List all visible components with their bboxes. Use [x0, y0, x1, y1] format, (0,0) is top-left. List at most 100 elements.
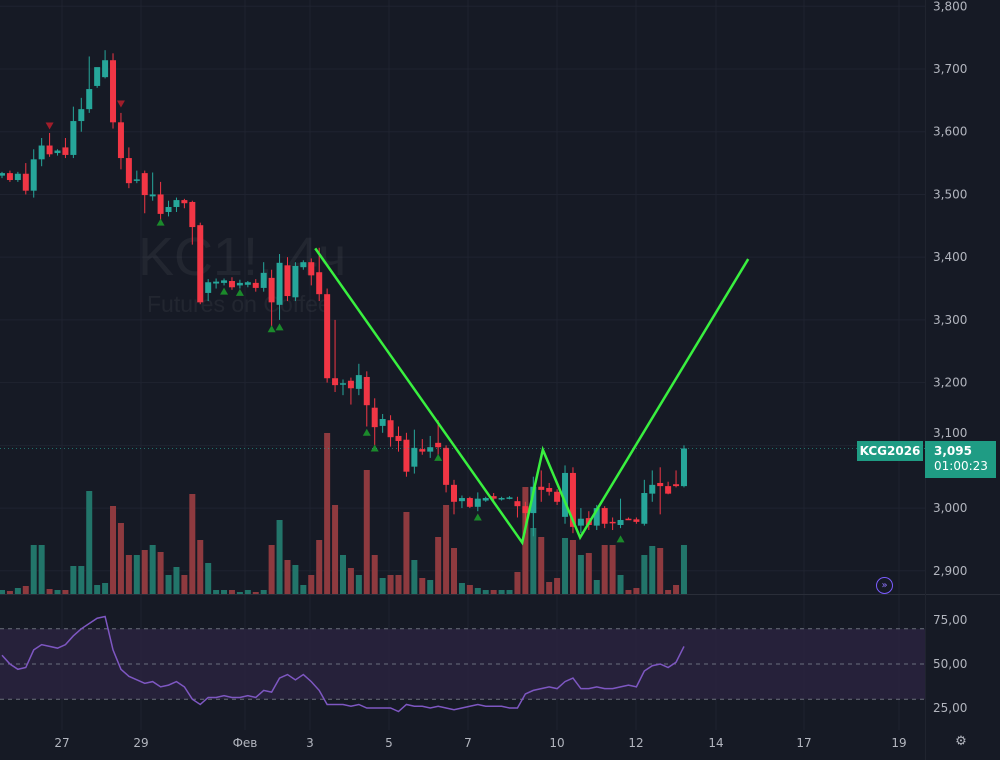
volume-bar: [657, 548, 664, 594]
last-price-badge: 3,095 01:00:23: [925, 441, 996, 478]
volume-bar: [308, 575, 315, 594]
candle-body: [538, 486, 545, 490]
candle-body: [308, 262, 315, 276]
last-price: 3,095: [934, 444, 972, 458]
volume-bar: [292, 565, 299, 594]
volume-bar: [411, 560, 418, 594]
candle-body: [213, 281, 220, 284]
volume-bar: [110, 506, 117, 594]
candle-body: [38, 145, 45, 160]
candle-body: [117, 122, 124, 159]
volume-bar: [538, 537, 545, 594]
volume-bar: [300, 585, 307, 594]
double-chevron-right-icon[interactable]: »: [876, 577, 893, 594]
symbol-badge: KCG2026: [857, 441, 923, 461]
rsi-tick-label: 50,00: [933, 657, 967, 671]
candle-body: [665, 486, 672, 494]
volume-bar: [355, 575, 362, 594]
price-tick-label: 3,700: [933, 62, 967, 76]
volume-bar: [514, 572, 521, 594]
time-tick-label: 7: [464, 736, 472, 750]
candle-body: [363, 376, 370, 406]
candle-body: [482, 498, 489, 501]
buy-signal-marker: [275, 323, 284, 331]
candle-body: [70, 121, 77, 155]
candle-body: [125, 158, 132, 184]
candle-body: [30, 159, 37, 191]
candle-body: [276, 262, 283, 305]
volume-bar: [554, 578, 561, 594]
candle-body: [657, 482, 664, 487]
candle-body: [165, 206, 172, 213]
candle-body: [474, 498, 481, 507]
volume-bar: [157, 552, 164, 594]
volume-bar: [617, 575, 624, 594]
candle-body: [0, 173, 5, 176]
volume-bar: [30, 545, 37, 594]
gear-icon[interactable]: ⚙: [955, 734, 967, 749]
candle-body: [149, 194, 156, 197]
volume-bar: [569, 540, 576, 594]
buy-signal-marker: [616, 535, 625, 543]
volume-bar: [324, 433, 331, 594]
candle-body: [387, 420, 394, 438]
volume-bar: [332, 505, 339, 594]
time-tick-label: 27: [54, 736, 69, 750]
sell-signal-marker: [116, 100, 125, 108]
candle-body: [641, 493, 648, 524]
candle-body: [316, 272, 323, 295]
volume-bar: [371, 555, 378, 594]
rsi-line: [1, 615, 685, 713]
volume-bar: [347, 568, 354, 594]
volume-bar: [276, 520, 283, 594]
price-tick-label: 3,100: [933, 426, 967, 440]
volume-bar: [260, 590, 267, 594]
volume-bar: [316, 540, 323, 594]
candle-body: [133, 179, 140, 181]
time-tick-label: Фев: [233, 736, 258, 750]
volume-bar: [522, 487, 529, 594]
volume-bar: [38, 545, 45, 594]
candle-body: [673, 484, 680, 487]
volume-bar: [562, 538, 569, 594]
volume-bar: [78, 566, 85, 594]
volume-bar: [284, 560, 291, 594]
candle-body: [324, 294, 331, 379]
time-tick-label: 5: [385, 736, 393, 750]
candle-body: [181, 200, 188, 204]
volume-bar: [236, 592, 243, 594]
volume-bar: [546, 582, 553, 594]
time-tick-label: 12: [628, 736, 643, 750]
price-axis[interactable]: 3,800 3,700 3,600 3,500 3,400 3,300 3,200 3,100…: [933, 0, 967, 578]
candle-body: [62, 147, 69, 155]
candle-body: [300, 262, 307, 268]
candle-body: [514, 501, 521, 507]
pattern-drawing[interactable]: [314, 247, 750, 546]
volume-bar: [228, 590, 235, 594]
candle-body: [617, 519, 624, 526]
candle-body: [339, 383, 346, 385]
time-tick-label: 3: [306, 736, 314, 750]
volume-bar: [221, 590, 228, 594]
candle-body: [94, 67, 101, 86]
volume-bar: [609, 545, 616, 594]
candle-body: [236, 282, 243, 286]
volume-bar: [641, 555, 648, 594]
candle-body: [292, 265, 299, 298]
volume-bar: [403, 512, 410, 594]
price-tick-label: 3,400: [933, 250, 967, 264]
time-axis[interactable]: 27 29 Фев 3 5 7 10 12 14 17 19: [54, 736, 906, 750]
volume-bar: [451, 548, 458, 594]
volume-bar: [387, 575, 394, 594]
candle-body: [173, 200, 180, 207]
buy-signal-marker: [473, 513, 482, 521]
candle-body: [625, 518, 632, 521]
rsi-axis[interactable]: 75,00 50,00 25,00: [933, 613, 967, 715]
candle-body: [371, 407, 378, 428]
candle-body: [490, 496, 497, 499]
candle-body: [22, 173, 29, 191]
volume-bar: [54, 590, 61, 594]
grid-lines: [0, 0, 925, 730]
buy-signal-marker: [220, 287, 229, 295]
